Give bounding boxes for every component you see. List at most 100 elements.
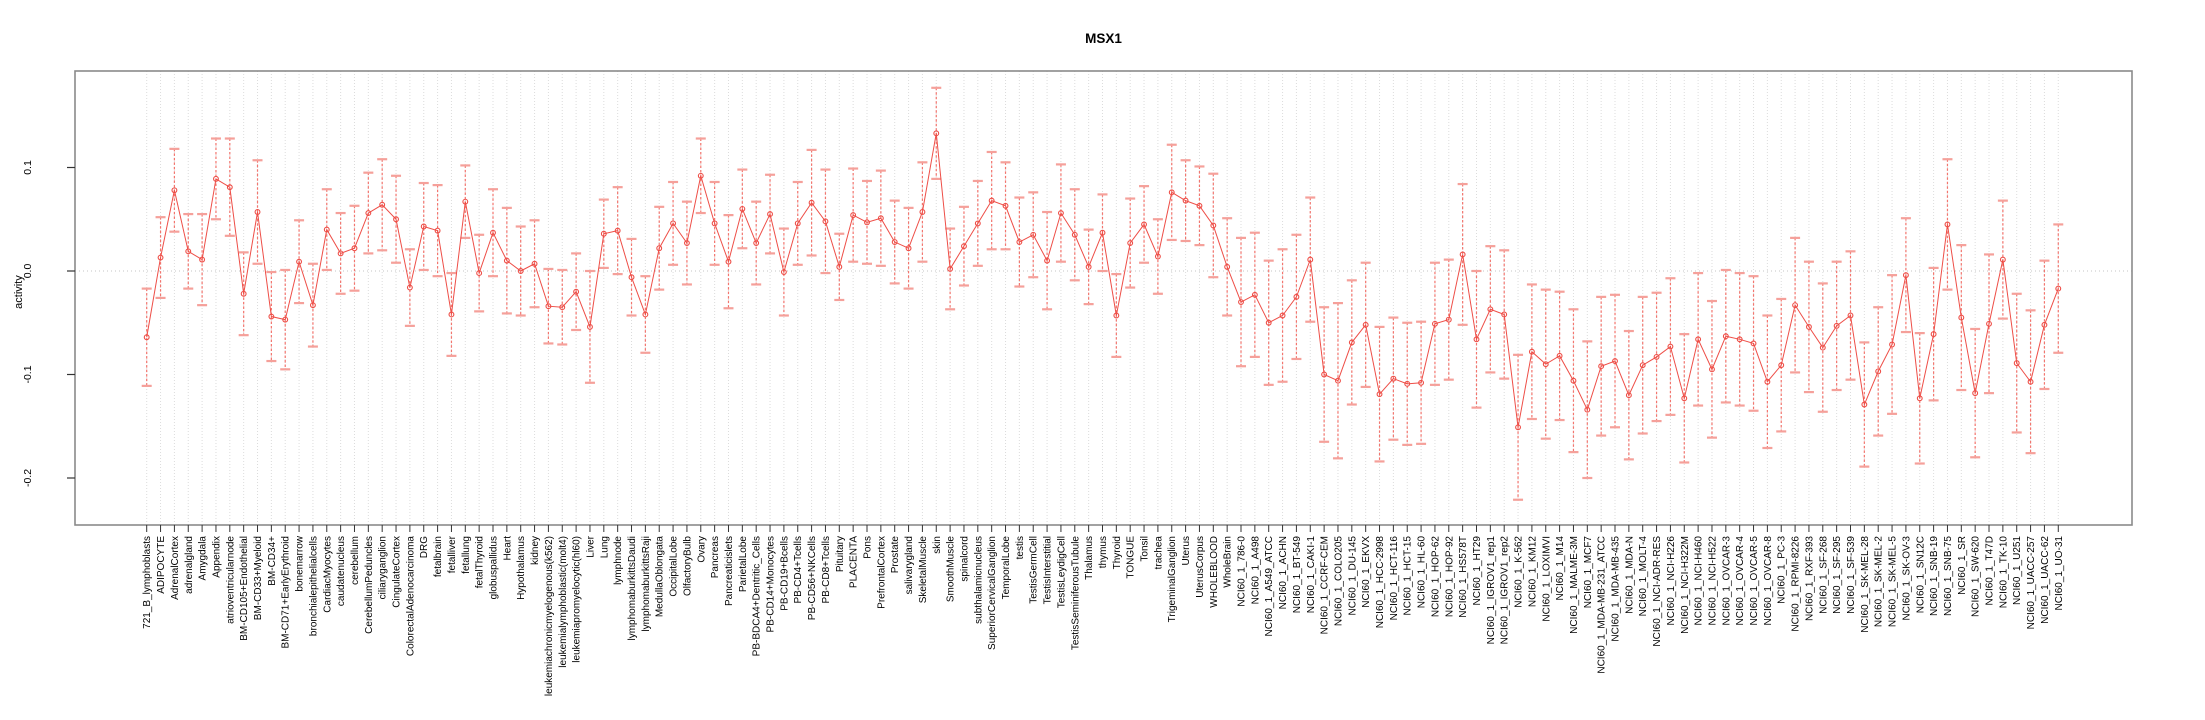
- data-point: [780, 269, 787, 275]
- x-category-label: fetallung: [461, 536, 472, 574]
- data-point: [1986, 320, 1992, 327]
- data-point: [974, 220, 981, 227]
- x-category-label: caudatenucleus: [336, 536, 347, 606]
- data-point: [171, 187, 178, 194]
- x-category-label: MedullaOblongata: [655, 536, 666, 618]
- x-category-label: OccipitalLobe: [669, 536, 680, 597]
- data-point: [1709, 366, 1715, 373]
- x-category-label: TestisInterstitial: [1043, 536, 1054, 604]
- data-point: [393, 216, 399, 223]
- data-points: [143, 130, 2062, 431]
- data-point: [1154, 253, 1161, 260]
- data-point: [1404, 380, 1411, 387]
- x-category-label: leukemiachronicmyelogenous(k562): [544, 536, 555, 696]
- x-category-label: NCI60_1_IGROV1_rep2: [1500, 536, 1511, 645]
- y-tick-label: -0.1: [22, 365, 34, 383]
- data-point: [1847, 312, 1854, 319]
- x-category-label: UterusCorpus: [1195, 536, 1206, 598]
- x-category-label: CardiacMyocytes: [322, 536, 333, 613]
- x-category-label: Uterus: [1181, 536, 1192, 565]
- x-category-label: NCI60_1_MOLT-4: [1638, 536, 1649, 617]
- x-category-label: lymphomaburkittsRaji: [641, 536, 652, 632]
- x-category-label: Thalamus: [1084, 536, 1095, 580]
- data-point: [323, 226, 330, 233]
- data-point: [1251, 291, 1258, 298]
- data-point: [185, 248, 192, 255]
- x-category-label: Pancreas: [710, 536, 721, 578]
- data-point: [1335, 377, 1341, 384]
- data-point: [1057, 210, 1064, 216]
- x-category-label: NCI60_1_K-562: [1514, 536, 1525, 608]
- x-category-label: PrefrontalCortex: [876, 536, 887, 609]
- x-category-label: WholeBrain: [1223, 536, 1234, 588]
- data-point: [1265, 319, 1272, 326]
- data-point: [434, 227, 441, 234]
- x-category-label: WHOLEBLOOD: [1209, 536, 1220, 608]
- data-point: [1625, 392, 1632, 399]
- data-point: [143, 334, 150, 341]
- x-category-label: NCI60_1_OVCAR-8: [1763, 536, 1774, 626]
- data-point: [1431, 320, 1438, 327]
- data-point: [517, 268, 524, 274]
- data-point: [1044, 257, 1051, 264]
- data-point: [850, 212, 857, 219]
- data-point: [753, 240, 760, 247]
- data-point: [905, 245, 912, 252]
- x-category-label: NCI60_1_HCT-116: [1389, 536, 1400, 621]
- x-category-label: NCI60_1_HOP-62: [1430, 536, 1441, 618]
- data-point: [614, 227, 621, 234]
- x-category-label: NCI60_1_NCI-ADR-RES: [1652, 536, 1663, 647]
- data-point: [351, 245, 358, 252]
- data-point: [1792, 302, 1799, 309]
- data-point: [697, 172, 704, 179]
- x-category-label: NCI60_1_HCT-15: [1403, 536, 1414, 616]
- data-point: [1445, 316, 1452, 323]
- data-point: [1016, 239, 1023, 245]
- x-category-label: NCI60_1_SNB-75: [1943, 536, 1954, 616]
- x-category-label: NCI60_1_KM12: [1527, 536, 1538, 608]
- x-category-label: Amygdala: [198, 536, 209, 581]
- x-category-label: NCI60_1_CCRF-CEM: [1320, 536, 1331, 634]
- data-point: [1556, 352, 1563, 359]
- x-category-label: TrigeminalGanglion: [1167, 536, 1178, 622]
- x-category-label: TemporalLobe: [1001, 536, 1012, 600]
- x-category-label: SuperiorCervicalGanglion: [987, 536, 998, 650]
- x-category-label: NCI60_1_SK-OV-3: [1901, 536, 1912, 621]
- y-tick-label: 0.1: [22, 160, 34, 175]
- data-point: [199, 256, 206, 263]
- chart-title: MSX1: [1085, 31, 1122, 46]
- x-category-label: PLACENTA: [849, 536, 860, 588]
- x-category-label: NCI60_1_SN12C: [1915, 536, 1926, 613]
- x-category-label: ADIPOCYTE: [156, 536, 167, 594]
- data-point: [1085, 263, 1092, 270]
- data-point: [947, 265, 954, 272]
- x-category-label: NCI60_1_OVCAR-5: [1749, 536, 1760, 626]
- x-category-label: NCI60_1_ACHN: [1278, 536, 1289, 609]
- data-point: [933, 130, 940, 137]
- data-point: [808, 199, 815, 206]
- data-point: [822, 218, 829, 225]
- x-category-label: Pancreaticislets: [724, 536, 735, 606]
- x-category-label: NCI60_1_UACC-62: [2040, 536, 2051, 624]
- data-point: [1916, 395, 1923, 402]
- data-point: [767, 211, 773, 218]
- x-category-label: NCI60_1_MALME-3M: [1569, 536, 1580, 634]
- x-category-label: fetalThyroid: [475, 536, 486, 588]
- data-point: [1570, 377, 1577, 384]
- x-category-label: Pituitary: [835, 536, 846, 572]
- x-category-label: leukemialymphoblastic(molt4): [558, 536, 569, 668]
- data-point: [1598, 363, 1605, 370]
- data-point: [711, 220, 718, 227]
- data-point: [961, 243, 967, 250]
- data-point: [531, 260, 538, 267]
- data-point: [1099, 229, 1106, 236]
- data-point: [1362, 321, 1369, 328]
- x-category-label: NCI60_1_HCC-2998: [1375, 536, 1386, 629]
- x-category-label: NCI60_1_786-0: [1237, 536, 1248, 607]
- data-point: [739, 205, 746, 212]
- data-point: [240, 290, 247, 297]
- x-category-label: salivarygland: [904, 536, 915, 594]
- data-point: [1418, 379, 1425, 386]
- x-category-label: NCI60_1_COLO205: [1333, 536, 1344, 626]
- x-category-label: ciliaryganglion: [378, 536, 389, 599]
